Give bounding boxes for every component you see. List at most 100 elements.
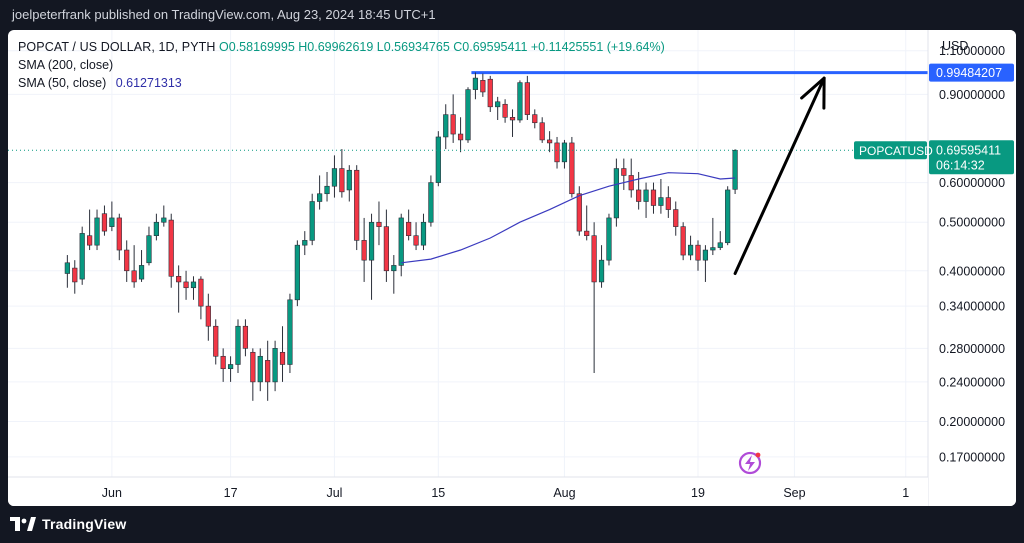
candle-body (547, 139, 553, 144)
candle (183, 270, 189, 300)
sma50-label: SMA (50, close) (18, 76, 107, 90)
candle-body (294, 244, 300, 301)
chart-frame[interactable]: USD 1.10000000 0.90000000 0.60000000 0.50000… (8, 30, 1016, 506)
bolt-dot (755, 452, 761, 458)
candle-body (153, 221, 159, 236)
time-axis-bg (8, 477, 928, 506)
sma50-polyline (401, 172, 736, 264)
candle (702, 245, 709, 282)
legend-symbol-row[interactable]: POPCAT / US DOLLAR, 1D, PYTH O0.58169995… (18, 38, 665, 56)
time-tick-label: Jun (102, 486, 122, 500)
arrow-shaft[interactable] (733, 76, 826, 276)
candle-body (487, 78, 493, 108)
candle-body (331, 168, 338, 187)
candle-body (198, 278, 204, 307)
candle-body (532, 114, 538, 124)
sma50-value: 0.61271313 (115, 76, 182, 90)
candle (317, 175, 323, 210)
candle (94, 209, 100, 251)
candle-body (584, 230, 590, 236)
candle (480, 73, 486, 97)
candle (487, 75, 493, 112)
bolt-ring[interactable] (738, 451, 762, 475)
candle (554, 136, 560, 169)
candle (687, 235, 694, 261)
candle-body (658, 197, 664, 206)
last-price-tag[interactable] (929, 140, 1014, 175)
last-price-value: 0.69595411 (936, 143, 1001, 157)
candle (72, 260, 78, 294)
level-price-tag[interactable] (929, 63, 1014, 82)
candle (324, 171, 330, 202)
candle-body (443, 114, 449, 138)
candle (495, 96, 501, 121)
candle-body (406, 221, 412, 236)
candle (665, 186, 671, 218)
tradingview-bolt-icon[interactable] (738, 451, 762, 475)
candle-body (480, 80, 486, 93)
time-tick-label: Aug (553, 486, 575, 500)
candle (717, 231, 723, 251)
candle (227, 356, 234, 382)
candle-body (457, 133, 464, 141)
candle-body (272, 348, 278, 383)
trend-arrow[interactable] (733, 76, 826, 276)
candle-body (710, 247, 716, 251)
candle-body (502, 103, 508, 118)
time-axis[interactable]: Jun 17 Jul 15 Aug 19 Sep 1 (8, 476, 928, 506)
candle (168, 213, 174, 288)
candle (695, 240, 701, 271)
candle-body (598, 259, 605, 283)
candle-body (732, 150, 738, 190)
candle (621, 158, 627, 190)
candle (591, 222, 597, 374)
candle (457, 117, 464, 153)
candle (509, 109, 516, 137)
symbol-tag[interactable] (854, 141, 927, 160)
candle-body (376, 221, 382, 227)
legend-sma50-row[interactable]: SMA (50, close) 0.61271313 (18, 74, 665, 92)
candle-body (673, 209, 679, 227)
candle (613, 158, 619, 227)
candle (361, 217, 367, 282)
candle-body (472, 77, 479, 90)
candle (584, 205, 590, 241)
candle (176, 265, 182, 313)
candle-body (465, 89, 471, 141)
candle-body (561, 142, 568, 163)
sma200-label: SMA (200, close) (18, 58, 114, 72)
candle (79, 226, 85, 285)
candle-body (317, 193, 323, 202)
arrow-head[interactable] (800, 76, 826, 110)
legend-sma200-row[interactable]: SMA (200, close) (18, 56, 665, 74)
candle-body (606, 217, 612, 261)
bolt-glyph (745, 455, 755, 471)
candle (220, 348, 226, 382)
candle-body (324, 185, 330, 195)
time-tick-label: 19 (691, 486, 705, 500)
candle-body (354, 169, 360, 241)
price-tick-label: 0.40000000 (939, 264, 1005, 278)
candle (161, 205, 167, 227)
bar-countdown: 06:14:32 (936, 158, 985, 172)
tradingview-logo[interactable]: TradingView (10, 516, 126, 532)
candle (279, 326, 286, 382)
candle (636, 171, 642, 210)
candle-body (116, 217, 122, 251)
price-tick-label: 0.34000000 (939, 300, 1005, 314)
candle-body (450, 114, 456, 135)
candle-body (176, 275, 182, 283)
candle-body (64, 262, 70, 274)
candle (472, 72, 479, 100)
candle (131, 245, 137, 288)
candle (190, 276, 197, 300)
candle (272, 340, 278, 392)
candle (710, 217, 716, 256)
candle-body (413, 235, 419, 246)
candle (673, 201, 679, 236)
candle (524, 75, 530, 121)
candle-body (146, 235, 152, 264)
time-tick-label: 15 (431, 486, 445, 500)
